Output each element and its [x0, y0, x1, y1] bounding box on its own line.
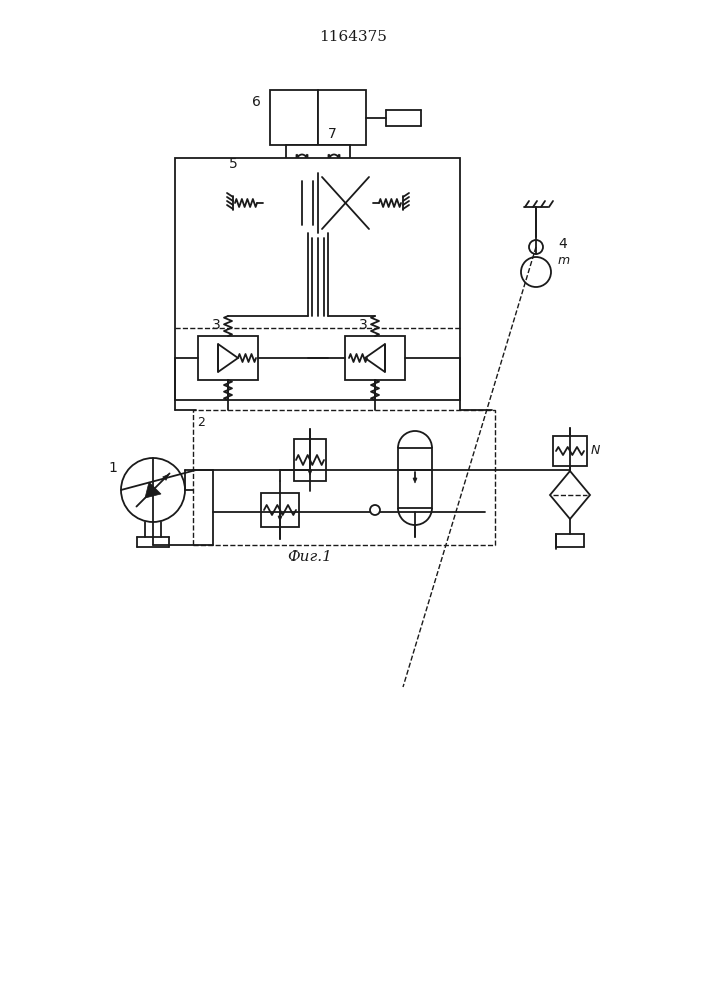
Text: 3: 3	[211, 318, 221, 332]
Bar	[345, 336, 405, 380]
Text: 2: 2	[197, 416, 205, 429]
Text: 1: 1	[108, 461, 117, 475]
Circle shape	[121, 458, 185, 522]
Polygon shape	[300, 218, 304, 223]
Bar	[398, 448, 432, 508]
Text: N: N	[591, 444, 600, 458]
Polygon shape	[365, 344, 385, 372]
Polygon shape	[218, 344, 238, 372]
Text: 5: 5	[228, 157, 238, 171]
Polygon shape	[550, 471, 590, 519]
Text: m: m	[558, 253, 570, 266]
Bar	[270, 90, 318, 145]
Bar	[193, 410, 495, 545]
Text: 1164375: 1164375	[319, 30, 387, 44]
Bar	[263, 173, 373, 233]
Bar	[286, 145, 350, 173]
Polygon shape	[413, 478, 417, 483]
Bar	[175, 158, 460, 400]
Circle shape	[298, 154, 307, 163]
Bar	[294, 439, 326, 481]
Polygon shape	[296, 154, 308, 163]
Polygon shape	[145, 482, 161, 498]
Circle shape	[370, 505, 380, 515]
Text: Фиг.1: Фиг.1	[288, 550, 332, 564]
Polygon shape	[278, 516, 282, 521]
Text: 6: 6	[252, 95, 260, 109]
Bar	[553, 436, 587, 466]
Circle shape	[329, 154, 339, 163]
Bar	[318, 90, 366, 145]
Text: 7: 7	[328, 127, 337, 141]
Polygon shape	[308, 470, 312, 475]
Polygon shape	[311, 218, 315, 223]
Circle shape	[529, 240, 543, 254]
Polygon shape	[163, 474, 169, 480]
Text: 4: 4	[558, 237, 567, 251]
Circle shape	[521, 257, 551, 287]
Bar	[198, 336, 258, 380]
Bar	[261, 493, 299, 527]
Text: 3: 3	[358, 318, 368, 332]
Polygon shape	[329, 154, 339, 163]
